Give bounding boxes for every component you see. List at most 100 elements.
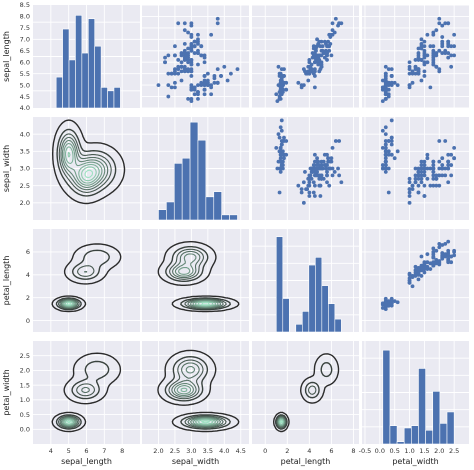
scatter-point [278, 170, 283, 174]
scatter-point [186, 67, 190, 71]
scatter-point [182, 69, 187, 74]
scatter-point [316, 166, 321, 171]
scatter-point [428, 267, 433, 271]
scatter-point [395, 83, 400, 88]
scatter-point [189, 74, 194, 78]
kde-contour-line [59, 386, 90, 428]
panel-plot-area [142, 117, 249, 220]
panel-plot-area [252, 5, 359, 108]
scatter-point [434, 28, 439, 33]
scatter-point [425, 152, 430, 157]
scatter-point [303, 170, 307, 174]
y-tick-label: 4.5 [20, 93, 30, 101]
scatter-point [278, 146, 283, 150]
scatter-point [407, 67, 412, 71]
scatter-point [380, 99, 385, 104]
scatter-point [324, 51, 328, 55]
histogram-bar [411, 425, 419, 444]
scatter-point [422, 194, 427, 198]
x-tick-label: 5 [67, 447, 71, 455]
histogram-bar [432, 391, 441, 444]
scatter-point [440, 173, 445, 178]
panel-plot-area [33, 229, 140, 332]
x-tick-label: 6 [84, 447, 88, 455]
scatter-point [416, 176, 421, 181]
scatter-point [192, 44, 197, 49]
scatter-point [173, 44, 177, 49]
scatter-point [306, 176, 311, 181]
scatter-point [284, 139, 289, 143]
scatter-point [228, 71, 233, 76]
y-tick-label: 1.0 [20, 396, 30, 404]
scatter-point [326, 44, 331, 49]
scatter-point [325, 173, 329, 178]
scatter-point [389, 139, 394, 143]
scatter-point [422, 260, 427, 265]
y-axis-label: petal_width [2, 369, 11, 415]
scatter-point [299, 83, 304, 88]
scatter-point [413, 176, 418, 181]
scatter-point [296, 80, 301, 85]
x-axis-label: sepal_width [172, 457, 219, 466]
scatter-point [410, 80, 415, 85]
scatter-point [326, 156, 331, 161]
y-tick-label: 2.0 [20, 367, 30, 375]
scatter-point [329, 53, 334, 58]
scatter-point [434, 173, 439, 178]
scatter-point [192, 39, 197, 44]
scatter-point [186, 46, 190, 51]
scatter-point [325, 180, 329, 185]
scatter-point [166, 94, 171, 99]
y-tick-label: 1.5 [20, 381, 30, 389]
scatter-point [422, 69, 427, 74]
histogram-bar [382, 349, 391, 444]
scatter-point [189, 87, 194, 92]
scatter-point [277, 135, 282, 140]
scatter-point [416, 277, 421, 282]
histogram-bar [275, 236, 284, 332]
scatter-point [209, 92, 214, 97]
scatter-point [202, 87, 207, 92]
scatter-point [383, 149, 388, 154]
scatter-point [416, 166, 421, 171]
panel-plot-area [362, 117, 469, 220]
scatter-point [319, 163, 324, 167]
scatter-point [383, 96, 388, 101]
scatter-point [278, 159, 283, 164]
scatter-point [446, 251, 451, 255]
scatter-point [173, 71, 177, 76]
scatter-point [383, 152, 388, 157]
scatter-point [202, 92, 207, 97]
scatter-point [322, 152, 327, 157]
y-tick-label: 0.5 [20, 411, 30, 419]
histogram-bar [205, 196, 215, 220]
scatter-point [422, 166, 427, 171]
scatter-point [189, 48, 194, 53]
scatter-point [434, 53, 439, 58]
scatter-point [383, 146, 388, 150]
x-tick-label: 4.0 [219, 447, 229, 455]
scatter-point [425, 260, 430, 265]
kde-contour-line [180, 387, 217, 426]
scatter-point [330, 21, 335, 26]
scatter-point [308, 173, 313, 178]
y-axis-label: sepal_length [2, 31, 11, 82]
kde-contour-line [276, 416, 286, 428]
scatter-point [419, 170, 424, 174]
scatter-point [452, 53, 457, 58]
scatter-point [196, 42, 200, 46]
scatter-point [419, 163, 424, 167]
scatter-point [182, 21, 187, 26]
panel-plot-area [252, 341, 359, 444]
histogram-bar [81, 52, 89, 108]
histogram-bar [418, 368, 426, 444]
scatter-point [386, 67, 391, 71]
kde-contour-line [157, 349, 240, 433]
histogram-bar [328, 303, 336, 332]
scatter-point [437, 245, 442, 250]
y-tick-label: 7.5 [20, 24, 30, 32]
x-tick-label: 2.0 [153, 447, 163, 455]
histogram-bar [282, 298, 290, 332]
scatter-point [235, 67, 240, 71]
scatter-point [312, 183, 317, 188]
